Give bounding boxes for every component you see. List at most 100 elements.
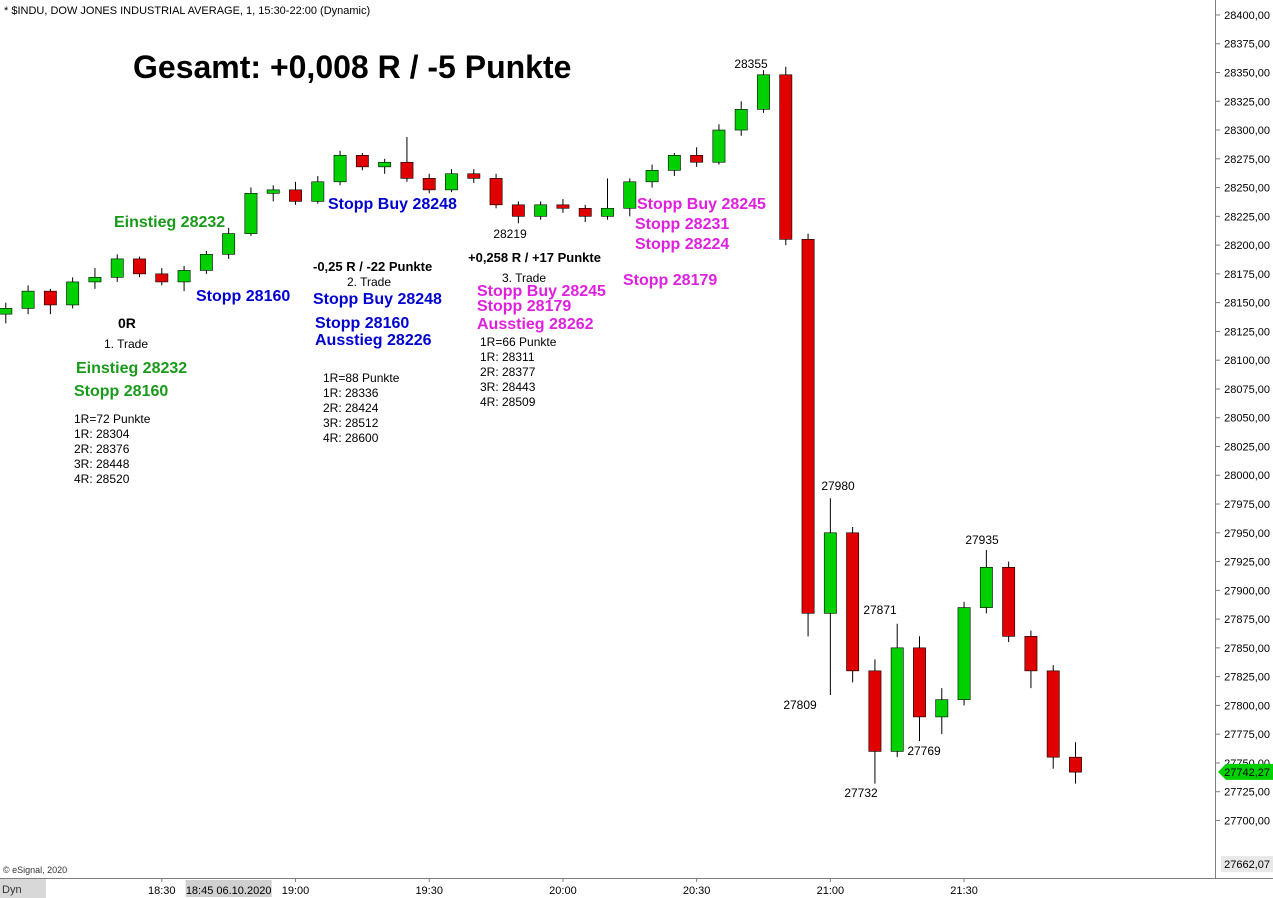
- x-tick-label: 18:30: [148, 885, 176, 897]
- annotation: 4R: 28520: [74, 472, 130, 486]
- annotation: 3. Trade: [502, 271, 546, 285]
- candle-body: [690, 155, 704, 163]
- x-tick-label: 20:00: [549, 885, 577, 897]
- y-tick-label: 27800,00: [1224, 700, 1270, 712]
- y-tick-label: 28175,00: [1224, 269, 1270, 281]
- annotation: 2R: 28377: [480, 365, 536, 379]
- annotation: 27732: [844, 786, 878, 800]
- candle-body: [222, 233, 236, 255]
- candle-body: [422, 178, 436, 191]
- candle-body: [667, 155, 681, 171]
- candle-body: [957, 607, 971, 700]
- candle-body: [88, 277, 102, 283]
- y-tick-label: 28100,00: [1224, 355, 1270, 367]
- candle-body: [801, 239, 815, 614]
- candle-body: [355, 155, 369, 168]
- candle-body: [66, 281, 80, 306]
- y-tick-label: 27825,00: [1224, 672, 1270, 684]
- candle-body: [556, 204, 570, 209]
- x-tick-label: 20:30: [683, 885, 711, 897]
- last-price-label: 27742,27: [1224, 767, 1270, 779]
- annotation: Stopp 28160: [315, 315, 409, 332]
- annotation: 0R: [118, 315, 136, 331]
- candle-body: [534, 204, 548, 217]
- candle-body: [935, 699, 949, 718]
- candle-body: [1046, 670, 1060, 758]
- x-tick-label: 19:30: [415, 885, 443, 897]
- annotation: 1R=88 Punkte: [323, 371, 400, 385]
- candle-body: [511, 204, 525, 217]
- y-tick-label: 28275,00: [1224, 154, 1270, 166]
- x-tick-label: 19:00: [282, 885, 310, 897]
- candle-body: [177, 270, 191, 283]
- x-tick-label: 21:00: [817, 885, 845, 897]
- candle-body: [110, 258, 124, 278]
- annotation: 28219: [493, 227, 527, 241]
- y-tick-label: 28325,00: [1224, 96, 1270, 108]
- candle-body: [400, 161, 414, 179]
- x-tick-label: 21:30: [950, 885, 978, 897]
- annotation: Stopp Buy 28245: [637, 196, 766, 213]
- candle-body: [199, 254, 213, 271]
- candle-body: [289, 189, 302, 202]
- y-tick-label: 28350,00: [1224, 67, 1270, 79]
- candle-body: [823, 532, 837, 614]
- axis-low-box: [1221, 856, 1273, 873]
- footer-tag-box[interactable]: [0, 879, 46, 898]
- candle-body: [578, 207, 592, 217]
- candle-body: [155, 273, 169, 283]
- chart-header: * $INDU, DOW JONES INDUSTRIAL AVERAGE, 1…: [4, 5, 370, 17]
- annotation: 2R: 28424: [323, 401, 379, 415]
- candle-body: [244, 193, 258, 234]
- cursor-box: [185, 880, 272, 897]
- y-tick-label: 28050,00: [1224, 413, 1270, 425]
- annotation: Ausstieg 28262: [477, 316, 594, 333]
- annotation: 2R: 28376: [74, 442, 130, 456]
- y-tick-label: 27975,00: [1224, 499, 1270, 511]
- candle-body: [1002, 567, 1016, 637]
- candle-body: [979, 567, 993, 608]
- annotation: 28355: [734, 57, 768, 71]
- candle-body: [266, 189, 280, 194]
- annotation: -0,25 R / -22 Punkte: [313, 259, 432, 274]
- annotation: 2. Trade: [347, 275, 391, 289]
- annotation: 27769: [907, 744, 941, 758]
- y-tick-label: 27775,00: [1224, 729, 1270, 741]
- y-tick-label: 28000,00: [1224, 470, 1270, 482]
- annotation: Einstieg 28232: [114, 214, 225, 231]
- annotation: 1R=72 Punkte: [74, 412, 151, 426]
- candle-body: [445, 173, 458, 191]
- annotation: 1. Trade: [104, 337, 148, 351]
- annotation: +0,258 R / +17 Punkte: [468, 250, 601, 265]
- candle-body: [868, 670, 882, 752]
- y-tick-label: 28075,00: [1224, 384, 1270, 396]
- annotation: Stopp 28224: [635, 236, 729, 253]
- copyright: © eSignal, 2020: [3, 865, 67, 875]
- candle-body: [133, 258, 146, 275]
- annotation: 27809: [783, 698, 817, 712]
- candle-body: [913, 647, 926, 718]
- y-tick-label: 27900,00: [1224, 585, 1270, 597]
- axis-low-label: 27662,07: [1224, 859, 1270, 871]
- annotation: 27871: [863, 603, 897, 617]
- y-tick-label: 27850,00: [1224, 643, 1270, 655]
- footer-tag[interactable]: Dyn: [2, 884, 22, 896]
- y-tick-label: 28025,00: [1224, 441, 1270, 453]
- candle-body: [333, 155, 347, 183]
- candle-body: [734, 109, 748, 131]
- annotation: 27980: [821, 479, 855, 493]
- annotation: 1R=66 Punkte: [480, 335, 557, 349]
- chart-title: Gesamt: +0,008 R / -5 Punkte: [133, 49, 571, 85]
- annotation: 27935: [965, 533, 999, 547]
- annotation: Stopp 28179: [477, 298, 571, 315]
- y-tick-label: 27700,00: [1224, 815, 1270, 827]
- candle-body: [846, 532, 860, 672]
- y-tick-label: 27925,00: [1224, 557, 1270, 569]
- annotation: Stopp 28231: [635, 216, 729, 233]
- annotation: 1R: 28336: [323, 386, 379, 400]
- annotation: Stopp 28179: [623, 272, 717, 289]
- annotation: Stopp 28160: [74, 383, 168, 400]
- candle-body: [1024, 636, 1038, 672]
